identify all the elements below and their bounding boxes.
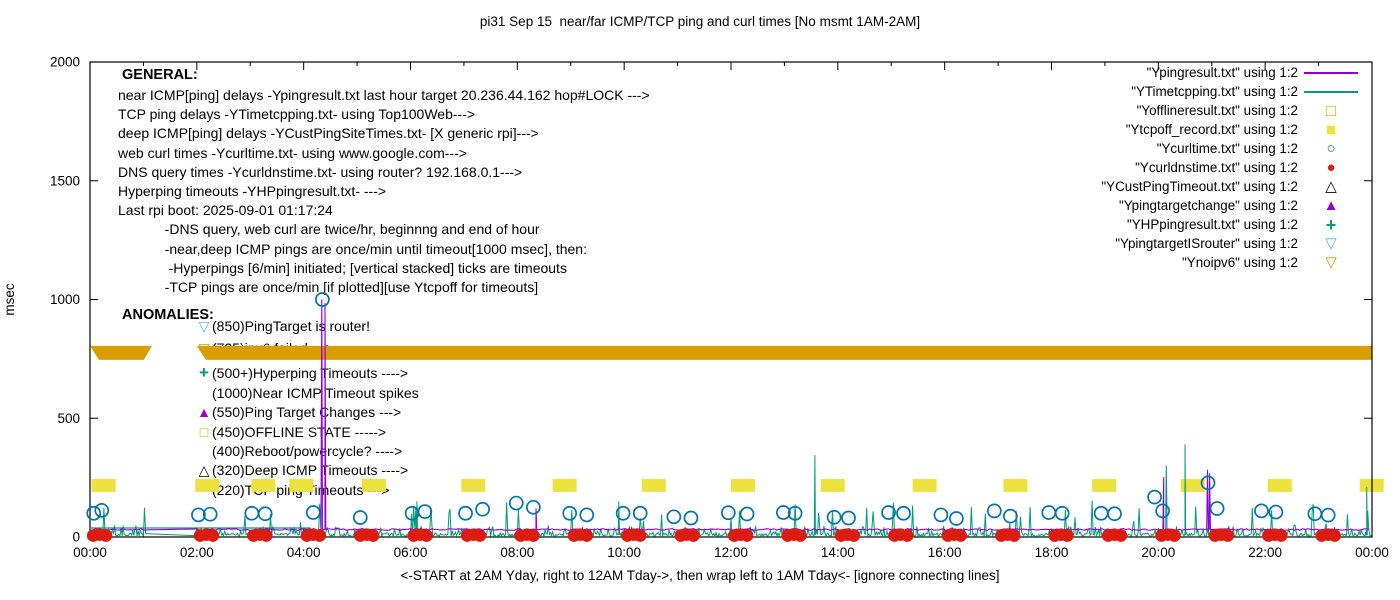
legend-sample-square-filled-icon: ■ (1302, 120, 1360, 139)
anomaly-item: (400)Reboot/powercycle? ----> (196, 442, 402, 460)
legend-row: "Ycurldnstime.txt" using 1:2 ● (1000, 158, 1360, 177)
general-line: -Hyperpings [6/min] initiated; [vertical… (118, 259, 567, 276)
anomaly-text: (500+)Hyperping Timeouts ----> (212, 365, 409, 382)
general-line: DNS query times -Ycurldnstime.txt- using… (118, 163, 523, 180)
legend-sample-plus-icon: + (1302, 215, 1360, 234)
anomaly-marker-icon: ▲ (197, 404, 211, 421)
legend-sample-circle-filled-icon: ● (1302, 158, 1360, 177)
legend-sample-circle-open-icon: ○ (1302, 139, 1360, 158)
x-axis-caption: <-START at 2AM Yday, right to 12AM Tday-… (400, 568, 1000, 583)
legend-label: "Yofflineresult.txt" using 1:2 (1136, 103, 1298, 118)
general-line: -TCP pings are once/min [if plotted][use… (118, 279, 539, 296)
legend-sample-triangle-filled-icon: ▲ (1302, 196, 1360, 215)
legend-row: "YTimetcpping.txt" using 1:2 (1000, 82, 1360, 101)
legend-row: "YHPpingresult.txt" using 1:2 + (1000, 215, 1360, 234)
legend-sample-line-icon (1302, 82, 1360, 101)
anomaly-text: (550)Ping Target Changes ---> (212, 404, 402, 421)
legend-label: "Ypingresult.txt" using 1:2 (1146, 65, 1298, 80)
legend-label: "Ytcpoff_record.txt" using 1:2 (1125, 122, 1298, 137)
legend-sample-square-open-icon: □ (1302, 101, 1360, 120)
legend-marker-glyph: + (1325, 214, 1337, 235)
legend-sample-tri-down-open-icon: ▽ (1302, 234, 1360, 253)
anomaly-item: ▽ (735)ipv6 failed ---> (196, 339, 334, 357)
legend-marker-glyph: ● (1326, 159, 1336, 176)
legend-label: "YTimetcpping.txt" using 1:2 (1131, 84, 1298, 99)
legend-marker-glyph: ▽ (1325, 235, 1337, 252)
legend-row: "Ynoipv6" using 1:2 ▽ (1000, 253, 1360, 272)
anomaly-item: △ (320)Deep ICMP Timeouts ----> (196, 461, 409, 479)
legend-marker-glyph: ○ (1326, 140, 1336, 157)
legend-row: "YCustPingTimeout.txt" using 1:2 △ (1000, 177, 1360, 196)
legend-label: "YHPpingresult.txt" using 1:2 (1126, 217, 1298, 232)
anomaly-text: (850)PingTarget is router! (212, 318, 370, 335)
anomaly-item: ▲(550)Ping Target Changes ---> (196, 403, 401, 421)
legend-label: "YCustPingTimeout.txt" using 1:2 (1101, 179, 1298, 194)
chart-title: pi31 Sep 15 near/far ICMP/TCP ping and c… (479, 14, 921, 29)
anomaly-marker-icon: □ (199, 424, 209, 441)
legend-row: "Ypingtargetchange" using 1:2 ▲ (1000, 196, 1360, 215)
legend-marker-glyph: △ (1325, 178, 1337, 195)
anomaly-text: (400)Reboot/powercycle? ----> (212, 443, 403, 460)
general-line: deep ICMP[ping] delays -YCustPingSiteTim… (118, 125, 539, 142)
general-text-block: near ICMP[ping] delays -Ypingresult.txt … (118, 86, 650, 297)
general-line: -DNS query, web curl are twice/hr, begin… (118, 221, 540, 238)
legend-marker-glyph: ▽ (1325, 254, 1337, 271)
legend: "Ypingresult.txt" using 1:2 "YTimetcpping… (1000, 63, 1360, 272)
legend-sample-tri-down-open-icon: ▽ (1302, 253, 1360, 272)
legend-sample-triangle-open-icon: △ (1302, 177, 1360, 196)
anomaly-marker-icon: △ (198, 462, 210, 479)
anomaly-marker-icon: + (199, 363, 209, 383)
legend-line-sample (1304, 90, 1358, 93)
legend-marker-glyph: ■ (1325, 120, 1337, 139)
anomaly-text: (735)ipv6 failed ---> (212, 340, 334, 357)
anomaly-marker-icon: ▽ (198, 318, 210, 335)
legend-marker-glyph: □ (1325, 101, 1337, 120)
legend-label: "YpingtargetISrouter" using 1:2 (1115, 236, 1298, 251)
legend-row: "Ycurltime.txt" using 1:2 ○ (1000, 139, 1360, 158)
anomaly-text: (320)Deep ICMP Timeouts ----> (212, 462, 409, 479)
legend-row: "Ytcpoff_record.txt" using 1:2 ■ (1000, 120, 1360, 139)
legend-sample-line-icon (1302, 63, 1360, 82)
general-line: web curl times -Ycurltime.txt- using www… (118, 144, 467, 161)
legend-label: "Ypingtargetchange" using 1:2 (1118, 198, 1298, 213)
anomaly-marker-icon: ▽ (198, 340, 210, 357)
general-line: near ICMP[ping] delays -Ypingresult.txt … (118, 87, 650, 103)
legend-label: "Ycurldnstime.txt" using 1:2 (1135, 160, 1298, 175)
general-line: Hyperping timeouts -YHPpingresult.txt- -… (118, 183, 387, 200)
anomaly-item: □ (450)OFFLINE STATE -----> (196, 423, 386, 441)
legend-marker-glyph: ▲ (1323, 197, 1339, 214)
legend-label: "Ycurltime.txt" using 1:2 (1156, 141, 1298, 156)
general-line: TCP ping delays -YTimetcpping.txt- using… (118, 106, 476, 123)
legend-row: "Ypingresult.txt" using 1:2 (1000, 63, 1360, 82)
anomaly-item: ▽ (850)PingTarget is router! (196, 317, 370, 335)
legend-line-sample (1304, 71, 1358, 74)
anomaly-text: (1000)Near ICMP Timeout spikes (212, 385, 419, 402)
anomaly-item: (1000)Near ICMP Timeout spikes (196, 384, 419, 402)
general-line: Last rpi boot: 2025-09-01 01:17:24 (118, 202, 333, 219)
general-heading: GENERAL: (122, 67, 198, 83)
legend-row: "Yofflineresult.txt" using 1:2 □ (1000, 101, 1360, 120)
general-line: -near,deep ICMP pings are once/min until… (118, 240, 587, 257)
anomaly-item: + (500+)Hyperping Timeouts ----> (196, 364, 408, 382)
anomaly-item: (220)TCP ping Timeouts ---> (196, 481, 390, 499)
anomaly-text: (450)OFFLINE STATE -----> (212, 424, 387, 441)
anomaly-text: (220)TCP ping Timeouts ---> (212, 481, 390, 498)
legend-label: "Ynoipv6" using 1:2 (1182, 255, 1298, 270)
legend-row: "YpingtargetISrouter" using 1:2 ▽ (1000, 234, 1360, 253)
